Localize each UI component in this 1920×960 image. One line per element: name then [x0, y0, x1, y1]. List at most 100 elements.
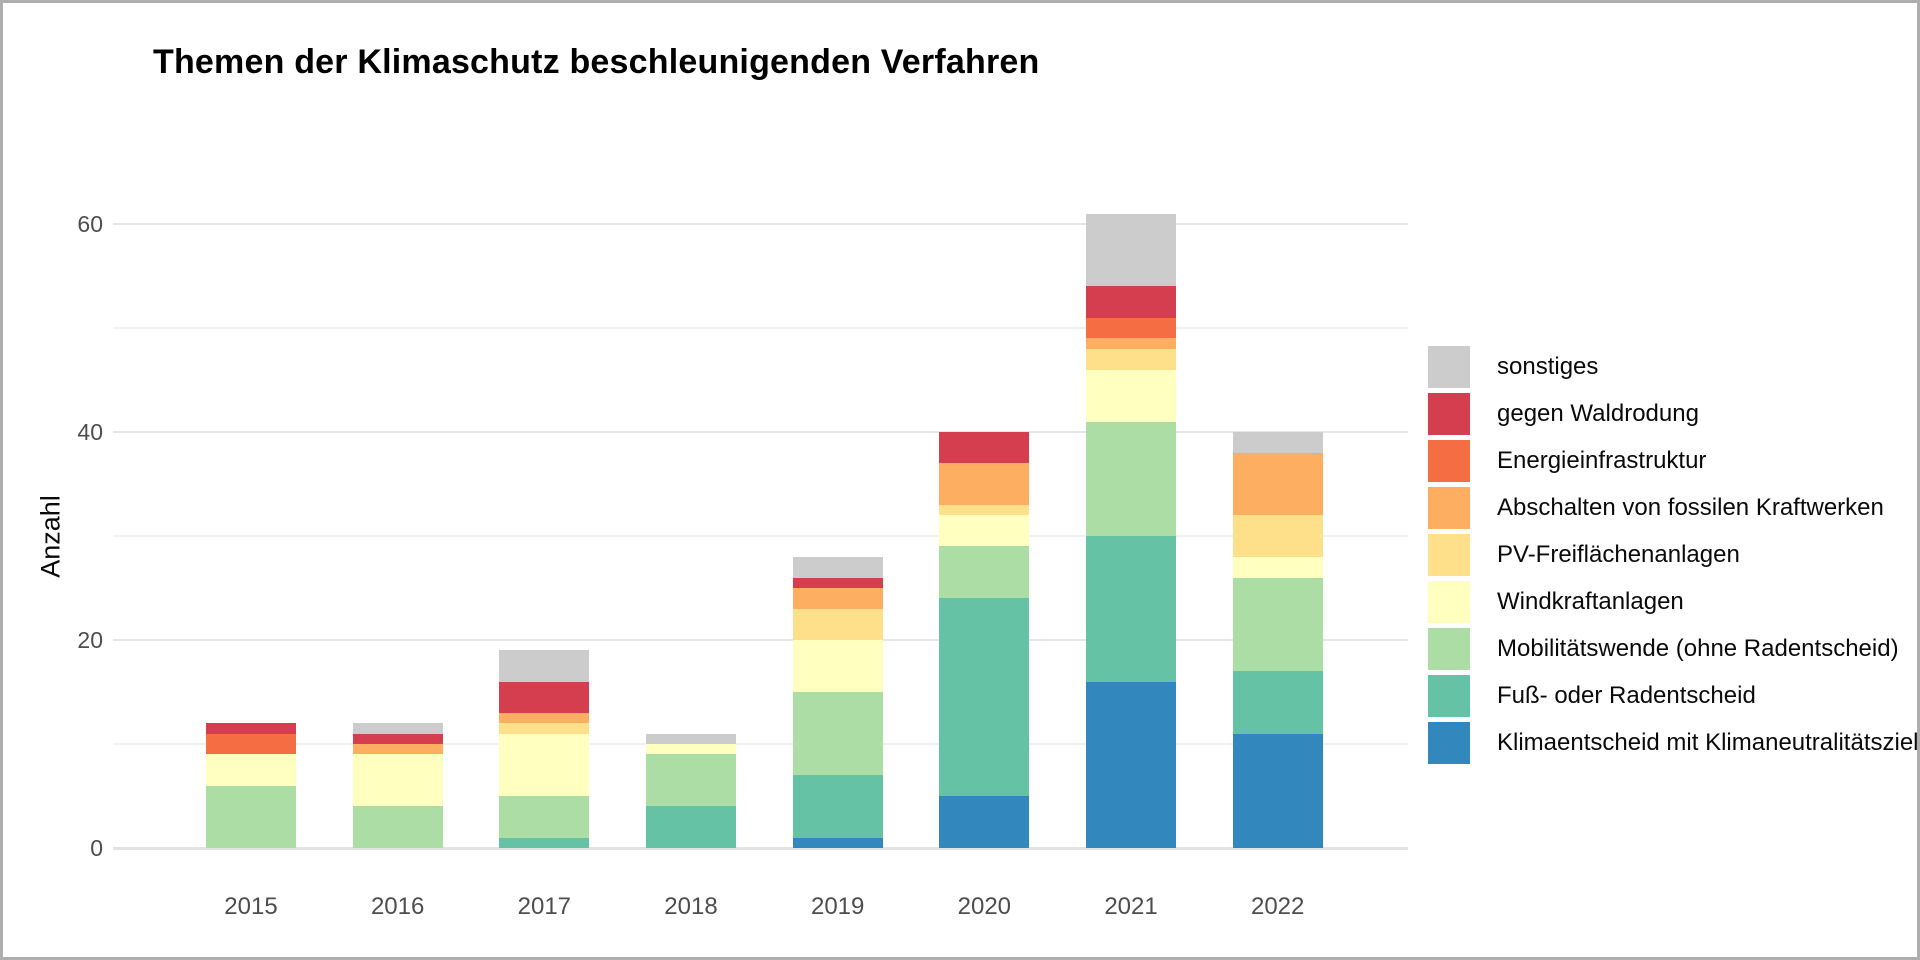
legend-swatch	[1428, 346, 1470, 388]
bar-segment	[792, 640, 883, 692]
bar-segment	[792, 577, 883, 588]
bar-segment	[939, 432, 1030, 464]
bar-segment	[499, 723, 590, 734]
x-tick-label: 2019	[810, 893, 865, 920]
bar-segment	[1232, 556, 1323, 578]
bar-segment	[1232, 733, 1323, 848]
bar-segment	[646, 733, 736, 744]
gridline-major	[113, 847, 1408, 850]
gridline-major	[113, 223, 1408, 225]
bar-segment	[499, 650, 590, 682]
legend-item: Fuß- oder Radentscheid	[1428, 675, 1917, 717]
gridline-minor	[113, 327, 1408, 329]
y-tick-label: 20	[77, 627, 103, 653]
bar-segment	[792, 837, 883, 848]
bar-segment	[499, 796, 590, 838]
bar-segment	[499, 712, 590, 724]
x-tick-label: 2022	[1250, 893, 1305, 920]
bar-2021	[1086, 3, 1177, 848]
legend-label: Fuß- oder Radentscheid	[1497, 682, 1756, 709]
bar-2018	[646, 3, 736, 848]
bar-segment	[1086, 286, 1177, 318]
bar-segment	[792, 588, 883, 609]
bar-segment	[792, 608, 883, 640]
legend-label: Mobilitätswende (ohne Radentscheid)	[1497, 635, 1899, 662]
bar-segment	[206, 723, 296, 734]
gridline-minor	[113, 535, 1408, 537]
gridline-minor	[113, 743, 1408, 745]
gridline-major	[113, 639, 1408, 641]
legend-label: Energieinfrastruktur	[1497, 447, 1707, 474]
bar-segment	[352, 723, 443, 734]
legend-label: Windkraftanlagen	[1497, 588, 1684, 615]
legend: sonstiges gegen Waldrodung Energieinfrastr…	[1428, 346, 1919, 764]
bar-segment	[499, 681, 590, 713]
bar-2016	[352, 3, 443, 848]
legend-item: Energieinfrastruktur	[1428, 440, 1917, 482]
x-tick-label: 2021	[1104, 893, 1158, 920]
x-tick-label: 2020	[957, 893, 1012, 920]
bar-segment	[206, 733, 296, 755]
legend-swatch	[1428, 487, 1470, 529]
y-axis-label: Anzahl	[35, 495, 66, 578]
legend-swatch	[1428, 393, 1470, 435]
bar-segment	[1086, 536, 1177, 682]
bar-segment	[1232, 671, 1323, 734]
bar-segment	[939, 463, 1030, 505]
bar-segment	[352, 744, 443, 755]
chart-title: Themen der Klimaschutz beschleunigenden …	[153, 43, 1040, 81]
bar-segment	[939, 504, 1030, 516]
bar-segment	[206, 754, 296, 786]
legend-label: Abschalten von fossilen Kraftwerken	[1497, 494, 1884, 521]
bar-segment	[1086, 213, 1177, 287]
legend-swatch	[1428, 675, 1470, 717]
bar-segment	[499, 837, 590, 848]
x-tick-label: 2016	[370, 893, 425, 920]
bar-2017	[499, 3, 590, 848]
legend-label: PV-Freiflächenanlagen	[1497, 541, 1740, 568]
bar-segment	[792, 692, 883, 776]
bar-segment	[1086, 421, 1177, 536]
bar-segment	[1086, 317, 1177, 339]
bar-segment	[939, 598, 1030, 796]
bar-2020	[939, 3, 1030, 848]
x-tick-label: 2015	[224, 893, 278, 920]
legend-label: gegen Waldrodung	[1497, 400, 1699, 427]
legend-swatch	[1428, 534, 1470, 576]
bar-segment	[1086, 369, 1177, 422]
x-tick-label: 2018	[664, 893, 718, 920]
bar-segment	[352, 754, 443, 807]
legend-swatch	[1428, 581, 1470, 623]
y-tick-label: 60	[77, 211, 103, 237]
legend-swatch	[1428, 722, 1470, 764]
bar-segment	[1086, 681, 1177, 848]
legend-label: sonstiges	[1497, 353, 1599, 380]
y-tick-label: 40	[77, 419, 103, 445]
gridline-major	[113, 431, 1408, 433]
bar-segment	[646, 744, 736, 755]
bar-segment	[1086, 348, 1177, 370]
legend-item: gegen Waldrodung	[1428, 393, 1917, 435]
bar-segment	[646, 806, 736, 848]
bar-2015	[206, 3, 296, 848]
bar-segment	[792, 556, 883, 578]
legend-swatch	[1428, 440, 1470, 482]
bar-segment	[646, 754, 736, 807]
bar-segment	[499, 733, 590, 796]
bar-segment	[206, 785, 296, 848]
bar-segment	[352, 806, 443, 848]
bar-segment	[939, 796, 1030, 848]
bar-segment	[939, 515, 1030, 547]
y-tick-label: 0	[90, 835, 103, 861]
legend-item: PV-Freiflächenanlagen	[1428, 534, 1917, 576]
legend-item: Klimaentscheid mit Klimaneutralitätsziel	[1428, 722, 1919, 764]
bar-segment	[1232, 452, 1323, 516]
legend-item: Abschalten von fossilen Kraftwerken	[1428, 487, 1917, 529]
legend-swatch	[1428, 628, 1470, 670]
bar-segment	[1232, 515, 1323, 557]
legend-item: sonstiges	[1428, 346, 1917, 388]
legend-label: Klimaentscheid mit Klimaneutralitätsziel	[1497, 729, 1919, 756]
bar-segment	[792, 775, 883, 838]
bar-segment	[1086, 338, 1177, 349]
